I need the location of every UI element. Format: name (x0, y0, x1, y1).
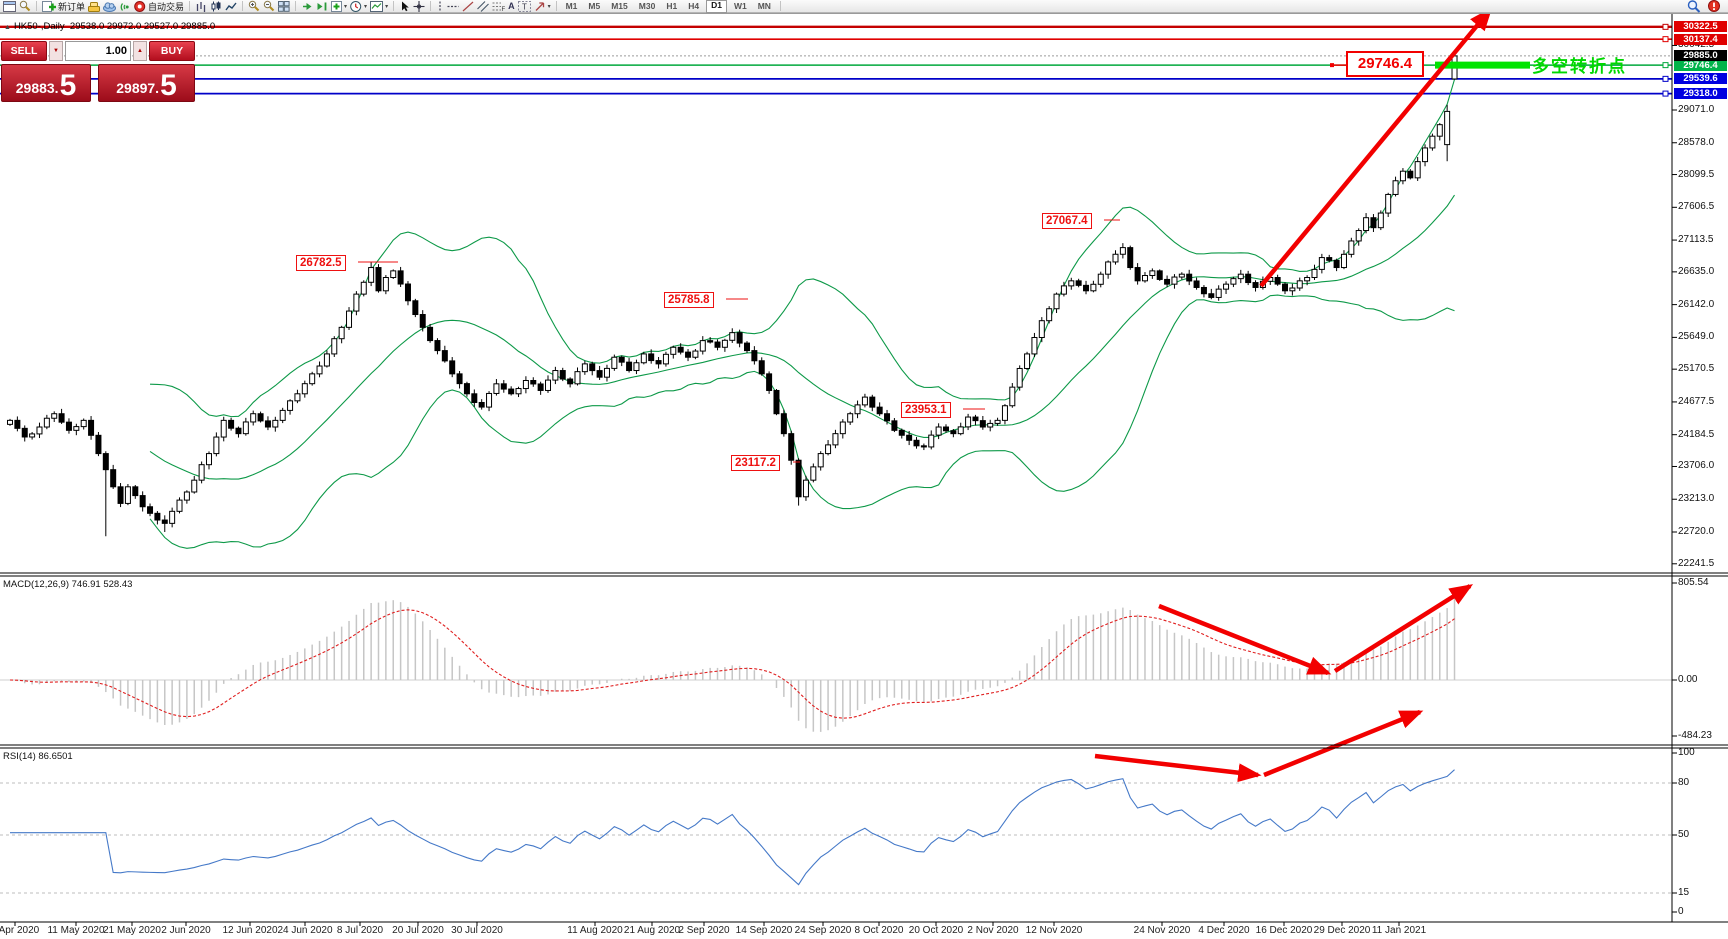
new-order-icon[interactable]: 新订单 (42, 0, 85, 12)
buy-price-big: 5 (160, 69, 177, 102)
turning-point-price-label: 29746.4 (1346, 51, 1424, 77)
candle-chart-icon[interactable] (210, 0, 222, 12)
volume-decrease-button[interactable]: ▼ (49, 41, 63, 61)
timeframe-button-d1[interactable]: D1 (706, 0, 727, 13)
toolbar-separator (242, 1, 244, 11)
level-anchor-square (1662, 36, 1669, 43)
zoom-in-icon[interactable] (248, 0, 260, 12)
bar-chart-icon[interactable] (195, 0, 207, 12)
trendline-icon[interactable] (462, 0, 474, 12)
chart-window-icon[interactable] (3, 0, 16, 12)
timeframe-button-w1[interactable]: W1 (733, 0, 747, 11)
trend-arrow[interactable] (1158, 603, 1332, 676)
level-anchor-square (1662, 23, 1669, 30)
signal-icon[interactable] (119, 0, 131, 12)
sell-price-box[interactable]: 29883. 5 (1, 64, 92, 102)
main-toolbar: 新订单 自动交易 ▾ ▾ ▾ F A T ▾ M1 M5 M15 M30 H1 H4 D1 W1 MN (0, 0, 1728, 13)
cursor-icon[interactable] (399, 0, 410, 12)
tile-windows-icon[interactable] (278, 0, 290, 12)
sell-button[interactable]: SELL (1, 41, 47, 61)
macd-signal-line (9, 609, 1455, 719)
auto-scroll-icon[interactable] (301, 0, 313, 12)
timeframe-button-m15[interactable]: M15 (611, 0, 628, 11)
symbol-icon: ▲ (4, 24, 11, 31)
volume-input[interactable] (65, 41, 131, 61)
timeframe-button-m1[interactable]: M1 (565, 0, 578, 11)
turning-point-text: 多空转折点 (1532, 57, 1627, 76)
turning-point-highlight (1435, 61, 1530, 69)
search-icon[interactable] (1687, 0, 1701, 13)
autotrading-icon-label: 自动交易 (148, 1, 185, 12)
volume-increase-button[interactable]: ▲ (133, 41, 147, 61)
level-anchor-square (1662, 62, 1669, 69)
trend-arrow[interactable] (1333, 584, 1474, 673)
toolbar-separator (295, 1, 297, 11)
timeframe-button-h4[interactable]: H4 (688, 0, 700, 11)
level-anchor-square (1662, 75, 1669, 82)
trend-arrow[interactable] (1263, 709, 1424, 778)
toolbar-separator (189, 1, 191, 11)
buy-price-box[interactable]: 29897. 5 (98, 64, 195, 102)
buy-button[interactable]: BUY (149, 41, 195, 61)
bollinger-bands (149, 79, 1456, 549)
level-anchor-square (1662, 90, 1669, 97)
buy-price-int: 29897. (116, 80, 160, 96)
gold-icon[interactable] (88, 0, 101, 12)
trend-arrow[interactable] (1259, 7, 1493, 288)
sell-price-big: 5 (59, 69, 77, 102)
chevron-down-icon[interactable]: ▾ (364, 3, 368, 10)
rsi-pane (0, 769, 1672, 894)
add-indicator-icon[interactable]: ▾ (331, 0, 347, 12)
new-order-icon-label: 新订单 (58, 1, 86, 12)
candlestick-series (7, 50, 1458, 537)
svg-text:T: T (522, 2, 527, 11)
macd-histogram (16, 597, 1456, 732)
fibonacci-icon[interactable]: F (492, 0, 505, 12)
timeframe-button-mn[interactable]: MN (757, 0, 771, 11)
autotrading-icon[interactable]: 自动交易 (134, 0, 184, 12)
chevron-down-icon[interactable]: ▾ (547, 3, 551, 10)
cloud-icon[interactable] (103, 0, 117, 12)
one-click-trading-panel: SELL ▼ ▲ BUY 29883. 5 29897. 5 (1, 41, 195, 102)
line-chart-icon[interactable] (225, 0, 237, 12)
chart-ohlc-values: 29538.0 29972.0 29527.0 29885.0 (69, 21, 216, 32)
alert-icon[interactable] (1707, 0, 1721, 12)
period-icon[interactable]: ▾ (350, 0, 367, 12)
svg-text:F: F (502, 7, 506, 12)
crosshair-icon[interactable] (413, 0, 425, 12)
main-price-pane (0, 23, 1672, 549)
timeframe-button-m30[interactable]: M30 (638, 0, 656, 11)
market-watch-icon[interactable] (19, 0, 31, 12)
timeframe-button-h1[interactable]: H1 (666, 0, 678, 11)
timeframe-button-m5[interactable]: M5 (588, 0, 601, 11)
template-icon[interactable]: ▾ (370, 0, 388, 12)
trend-arrow[interactable] (1094, 753, 1262, 783)
chart-shift-icon[interactable] (316, 0, 328, 12)
zoom-out-icon[interactable] (263, 0, 275, 12)
toolbar-separator (779, 1, 781, 11)
label-icon[interactable]: T (517, 0, 531, 12)
channel-icon[interactable] (477, 0, 489, 12)
sell-price-int: 29883. (15, 80, 59, 96)
hline-icon[interactable] (447, 0, 459, 12)
toolbar-separator (430, 1, 432, 11)
text-icon[interactable]: A (508, 0, 515, 11)
rsi-line (10, 769, 1455, 886)
chevron-down-icon[interactable]: ▾ (344, 3, 348, 10)
chart-title: ▲ HK50-,Daily 29538.0 29972.0 29527.0 298… (4, 21, 215, 32)
arrows-icon[interactable]: ▾ (534, 0, 551, 12)
vline-icon[interactable] (436, 0, 444, 12)
trend-arrows (1094, 7, 1493, 783)
toolbar-separator (36, 1, 37, 11)
macd-pane (0, 597, 1672, 732)
chart-symbol-period: HK50-,Daily (13, 21, 65, 32)
toolbar-separator (555, 1, 557, 11)
chevron-down-icon[interactable]: ▾ (385, 3, 389, 10)
toolbar-separator (393, 1, 395, 11)
